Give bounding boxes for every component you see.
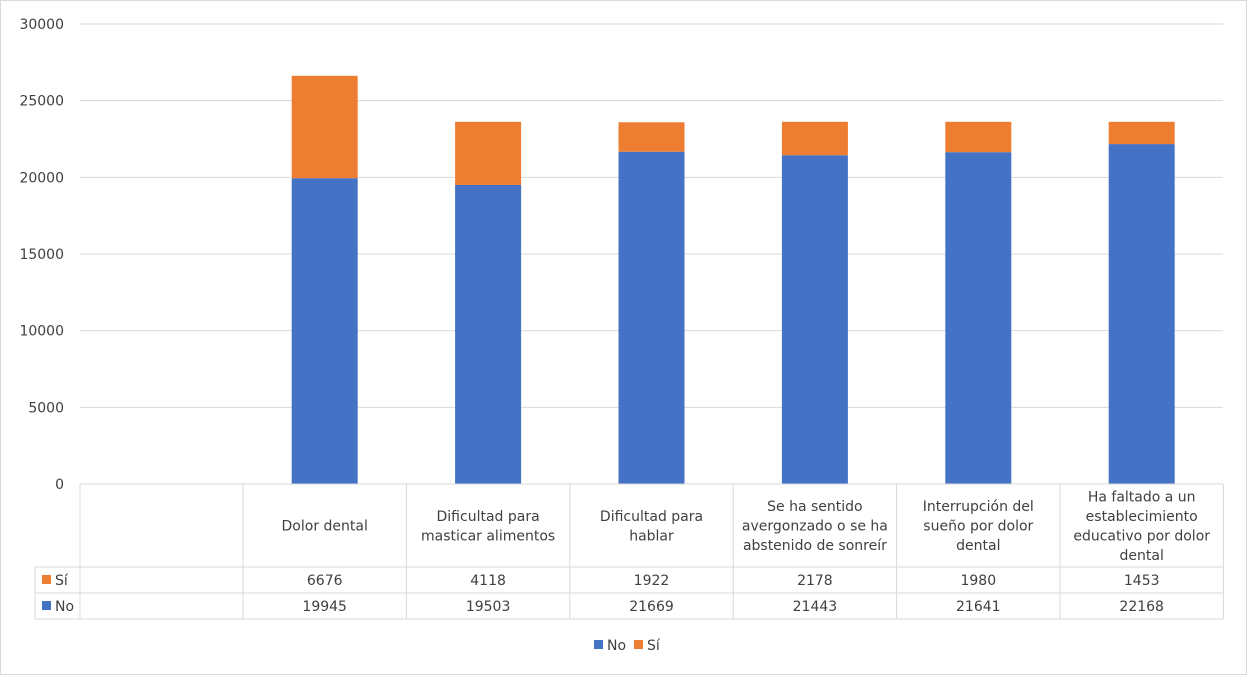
category-label-1: Dificultad para masticar alimentos [421, 509, 555, 545]
y-tick-label: 25000 [19, 94, 64, 110]
bar-s-3 [781, 121, 848, 156]
table-row-label-s: Sí [55, 573, 69, 589]
bar-s-1 [455, 121, 522, 185]
category-label-5: Ha faltado a un establecimiento educativo … [1073, 489, 1210, 564]
bar-no-4 [945, 152, 1012, 484]
legend-label-no: No [607, 638, 626, 654]
bar-s-4 [945, 121, 1012, 153]
bar-s-2 [618, 122, 685, 152]
table-row-label-no: No [55, 599, 74, 615]
table-cell-no-4: 21641 [956, 599, 1001, 615]
table-cell-no-5: 22168 [1119, 599, 1164, 615]
y-tick-label: 10000 [19, 324, 64, 340]
table-cell-no-3: 21443 [793, 599, 838, 615]
table-cell-no-1: 19503 [466, 599, 511, 615]
category-label-3: Se ha sentido avergonzado o se ha abstenid… [742, 499, 888, 554]
category-label-4: Interrupción del sueño por dolor dental [923, 499, 1034, 554]
bar-no-3 [781, 155, 848, 484]
bar-s-5 [1108, 121, 1175, 145]
table-cell-s-3: 2178 [797, 573, 833, 589]
table-cell-s-5: 1453 [1124, 573, 1160, 589]
bar-no-5 [1108, 144, 1175, 484]
y-tick-label: 5000 [28, 400, 64, 416]
table-cell-s-4: 1980 [960, 573, 996, 589]
table-cell-s-1: 4118 [470, 573, 506, 589]
category-label-2: Dificultad para hablar [600, 509, 703, 545]
legend-label-s: Sí [647, 638, 661, 654]
table-legend-key-no [42, 601, 51, 610]
legend-key-no [594, 640, 603, 649]
table-legend-key-s [42, 575, 51, 584]
legend-key-s [634, 640, 643, 649]
table-cell-s-0: 6676 [307, 573, 343, 589]
y-tick-label: 30000 [19, 17, 64, 33]
table-cell-no-2: 21669 [629, 599, 674, 615]
bar-s-0 [291, 75, 358, 179]
bar-no-2 [618, 151, 685, 484]
y-tick-label: 0 [55, 477, 64, 493]
table-cell-no-0: 19945 [302, 599, 347, 615]
y-tick-label: 15000 [19, 247, 64, 263]
bar-no-1 [455, 184, 522, 485]
table-cell-s-2: 1922 [634, 573, 670, 589]
y-tick-label: 20000 [19, 170, 64, 186]
category-label-0: Dolor dental [282, 519, 368, 535]
bar-no-0 [291, 178, 358, 484]
